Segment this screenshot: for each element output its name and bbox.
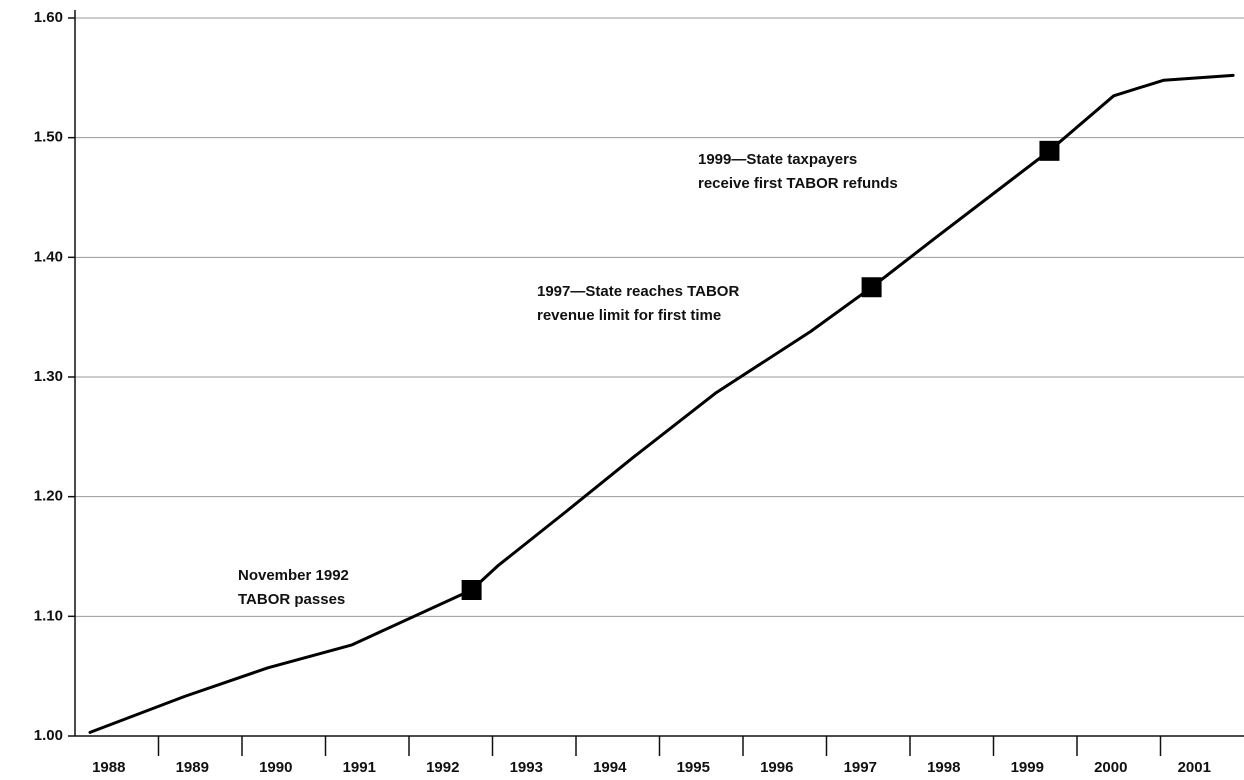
line	[88, 73, 1235, 734]
y-tick-label: 1.40	[34, 248, 63, 265]
x-tick-label: 2000	[1094, 759, 1127, 776]
y-tick-label: 1.10	[34, 607, 63, 624]
x-tick-label: 1994	[593, 759, 627, 776]
annotation: 1997—State reaches TABOR	[537, 283, 739, 300]
x-tick-label: 1997	[844, 759, 877, 776]
y-tick-label: 1.50	[34, 129, 63, 146]
annotation: revenue limit for first time	[537, 307, 721, 324]
x-tick-label: 1996	[760, 759, 793, 776]
annotation: 1999—State taxpayers	[698, 151, 857, 168]
x-tick-label: 1998	[927, 759, 960, 776]
x-tick-label: 1988	[92, 759, 125, 776]
x-tick-label: 1993	[510, 759, 543, 776]
y-tick-label: 1.60	[34, 9, 63, 26]
marker	[861, 277, 882, 298]
x-tick-label: 1999	[1011, 759, 1044, 776]
annotation: TABOR passes	[238, 591, 345, 608]
x-tick-label: 1989	[176, 759, 209, 776]
y-tick-label: 1.20	[34, 488, 63, 505]
annotation: receive first TABOR refunds	[698, 175, 898, 192]
x-tick-label: 1990	[259, 759, 292, 776]
marker	[1039, 140, 1060, 161]
marker	[461, 580, 482, 601]
x-tick-label: 1992	[426, 759, 459, 776]
annotation: November 1992	[238, 567, 349, 584]
x-tick-label: 2001	[1178, 759, 1211, 776]
x-tick-label: 1991	[343, 759, 376, 776]
y-tick-label: 1.00	[34, 727, 63, 744]
x-tick-label: 1995	[677, 759, 710, 776]
y-tick-label: 1.30	[34, 368, 63, 385]
